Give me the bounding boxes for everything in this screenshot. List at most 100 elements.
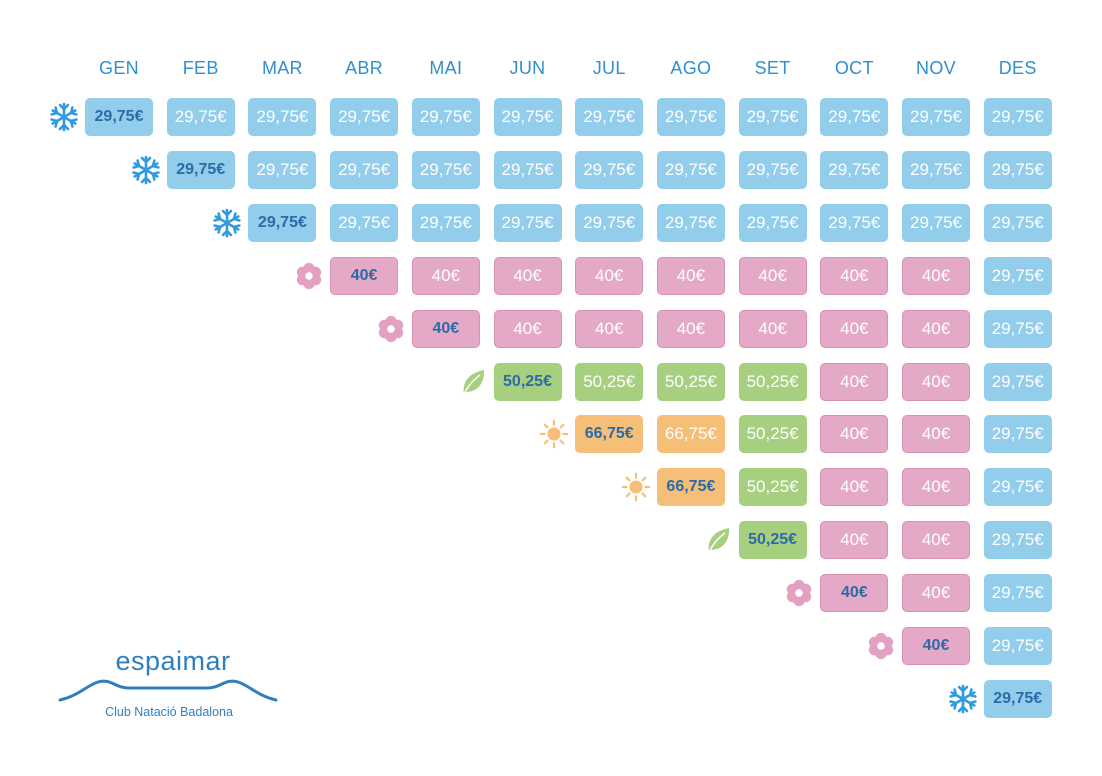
month-label-mar: MAR xyxy=(261,58,303,78)
price-cell: 29,75€ xyxy=(411,150,480,189)
price-cell: 29,75€ xyxy=(983,309,1052,348)
price-cell: 50,25€ xyxy=(738,362,807,401)
logo-subtitle: Club Natació Badalona xyxy=(105,705,233,719)
price-cell: 40€ xyxy=(656,309,725,348)
price-cell: 40€ xyxy=(902,362,970,401)
price-cell: 29,75€ xyxy=(983,256,1052,295)
price-cell: 50,25€ xyxy=(738,468,807,507)
price-cell: 66,75€ xyxy=(656,468,725,507)
price-cell: 29,75€ xyxy=(575,98,644,136)
sun-icon xyxy=(619,470,653,504)
price-cell: 40€ xyxy=(820,362,889,401)
price-cell: 40€ xyxy=(820,521,889,560)
month-label-oct: OCT xyxy=(834,58,874,78)
price-cell: 40€ xyxy=(902,521,970,560)
logo-wave xyxy=(58,679,278,702)
price-cell: 29,75€ xyxy=(330,203,399,242)
price-cell: 29,75€ xyxy=(248,203,317,242)
snowflake-icon xyxy=(210,206,244,240)
flower-icon xyxy=(782,576,816,610)
price-cell: 29,75€ xyxy=(738,98,807,136)
month-label-nov: NOV xyxy=(916,58,956,78)
price-cell: 40€ xyxy=(902,415,970,454)
snowflake-icon xyxy=(47,100,81,134)
price-cell: 29,75€ xyxy=(983,627,1052,665)
price-cell: 29,75€ xyxy=(248,150,317,189)
price-cell: 29,75€ xyxy=(983,574,1052,613)
price-cell: 40€ xyxy=(411,256,480,295)
price-cell: 29,75€ xyxy=(166,98,235,136)
price-cell: 40€ xyxy=(820,574,889,613)
price-cell: 40€ xyxy=(902,574,970,613)
price-cell: 29,75€ xyxy=(820,150,889,189)
price-cell: 50,25€ xyxy=(493,362,562,401)
price-cell: 40€ xyxy=(411,309,480,348)
month-label-abr: ABR xyxy=(345,58,384,78)
price-cell: 40€ xyxy=(493,256,562,295)
price-cell: 40€ xyxy=(820,256,889,295)
price-cell: 40€ xyxy=(575,309,644,348)
month-label-feb: FEB xyxy=(182,58,219,78)
logo-name: espaimar xyxy=(115,646,231,676)
month-label-jul: JUL xyxy=(592,58,626,78)
price-cell: 29,75€ xyxy=(411,98,480,136)
price-cell: 29,75€ xyxy=(166,150,235,189)
price-cell: 40€ xyxy=(493,309,562,348)
price-cell: 40€ xyxy=(738,309,807,348)
snowflake-icon xyxy=(946,682,980,716)
price-cell: 40€ xyxy=(820,309,889,348)
price-cell: 40€ xyxy=(902,468,970,507)
leaf-icon xyxy=(701,523,735,557)
price-cell: 40€ xyxy=(902,256,970,295)
price-cell: 40€ xyxy=(330,256,399,295)
price-cell: 40€ xyxy=(820,415,889,454)
price-cell: 29,75€ xyxy=(902,150,970,189)
price-cell: 50,25€ xyxy=(575,362,644,401)
price-cell: 29,75€ xyxy=(983,362,1052,401)
price-cell: 29,75€ xyxy=(983,415,1052,454)
month-label-ago: AGO xyxy=(670,58,712,78)
price-cell: 29,75€ xyxy=(820,203,889,242)
month-label-gen: GEN xyxy=(99,58,139,78)
price-cell: 29,75€ xyxy=(983,679,1052,718)
price-cell: 40€ xyxy=(575,256,644,295)
leaf-icon xyxy=(456,365,490,399)
month-label-set: SET xyxy=(754,58,791,78)
price-cell: 29,75€ xyxy=(575,150,644,189)
month-label-mai: MAI xyxy=(429,58,463,78)
price-cell: 50,25€ xyxy=(656,362,725,401)
price-cell: 29,75€ xyxy=(902,203,970,242)
price-cell: 29,75€ xyxy=(983,203,1052,242)
price-cell: 29,75€ xyxy=(656,203,725,242)
price-cell: 50,25€ xyxy=(738,521,807,560)
price-cell: 29,75€ xyxy=(411,203,480,242)
price-cell: 29,75€ xyxy=(85,98,153,136)
sun-icon xyxy=(537,417,571,451)
flower-icon xyxy=(864,629,898,663)
price-cell: 29,75€ xyxy=(656,98,725,136)
price-cell: 29,75€ xyxy=(493,150,562,189)
price-cell: 40€ xyxy=(902,627,970,665)
price-cell: 29,75€ xyxy=(820,98,889,136)
price-cell: 29,75€ xyxy=(983,98,1052,136)
price-cell: 29,75€ xyxy=(738,203,807,242)
flower-icon xyxy=(374,312,408,346)
price-cell: 29,75€ xyxy=(983,521,1052,560)
price-cell: 29,75€ xyxy=(983,150,1052,189)
month-label-des: DES xyxy=(998,58,1037,78)
price-cell: 29,75€ xyxy=(656,150,725,189)
price-cell: 29,75€ xyxy=(575,203,644,242)
price-cell: 29,75€ xyxy=(738,150,807,189)
price-cell: 40€ xyxy=(738,256,807,295)
price-cell: 40€ xyxy=(656,256,725,295)
price-cell: 29,75€ xyxy=(983,468,1052,507)
snowflake-icon xyxy=(129,153,163,187)
price-cell: 29,75€ xyxy=(493,203,562,242)
price-cell: 29,75€ xyxy=(248,98,317,136)
price-cell: 29,75€ xyxy=(330,98,399,136)
price-cell: 40€ xyxy=(820,468,889,507)
espaimar-logo: espaimar Club Natació Badalona xyxy=(58,646,278,726)
price-cell: 29,75€ xyxy=(330,150,399,189)
price-cell: 40€ xyxy=(902,309,970,348)
